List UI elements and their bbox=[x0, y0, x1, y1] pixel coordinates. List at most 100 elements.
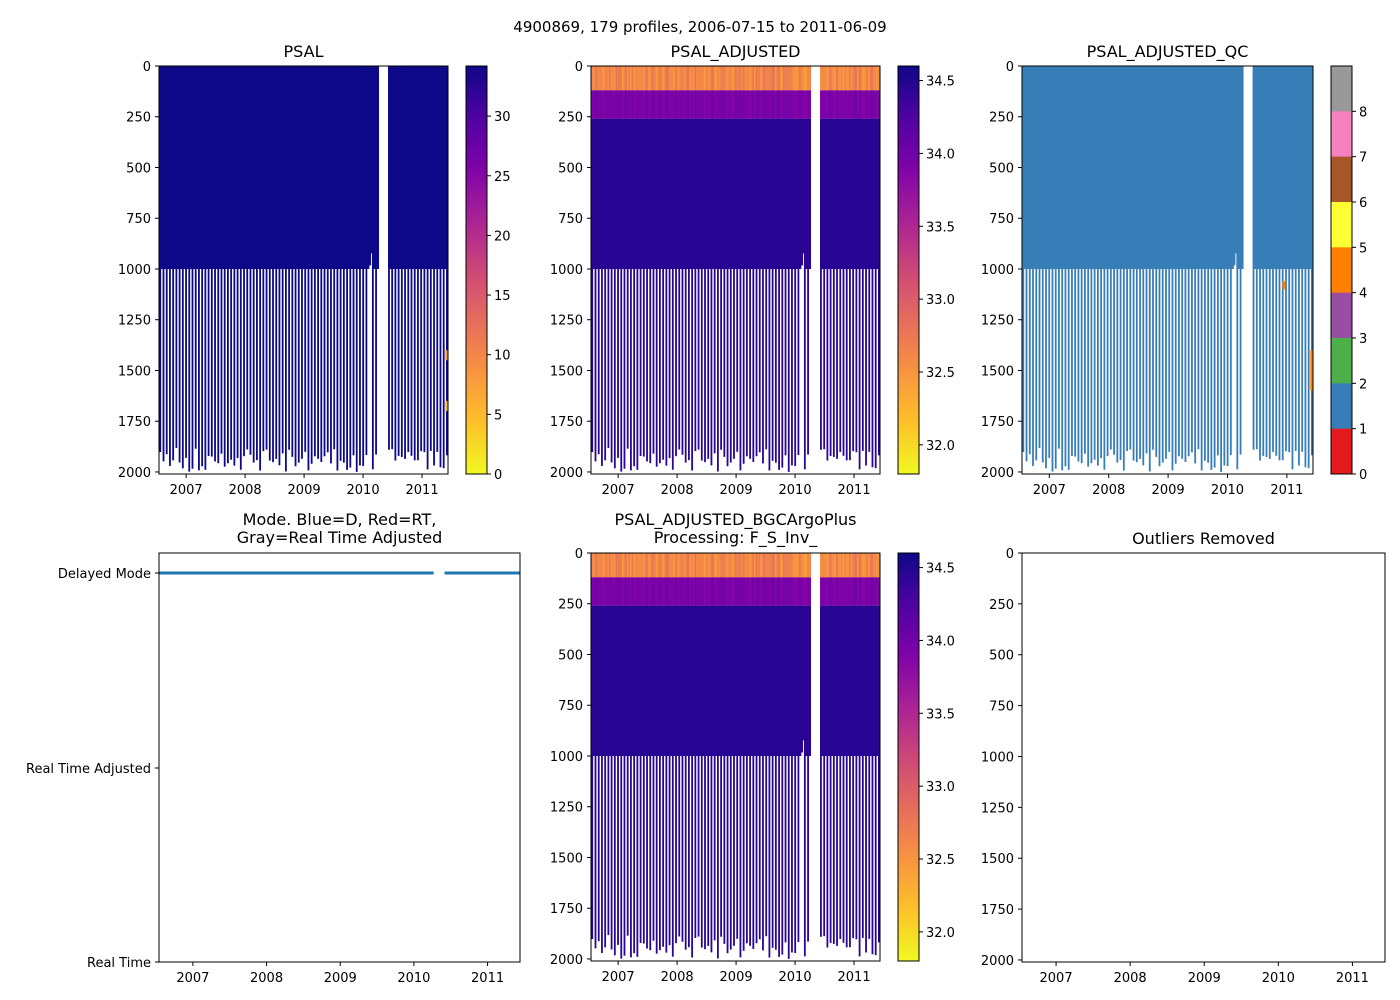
psal_adjusted_qc-profile-deep-tail bbox=[1084, 268, 1086, 454]
psal_adjusted_bgc-profile-deep bbox=[789, 605, 792, 756]
psal_adjusted-profile-surface bbox=[641, 66, 644, 91]
psal_adjusted-profile-surface bbox=[607, 66, 610, 91]
psal-profile-upper bbox=[218, 66, 222, 269]
mode-point-delayed bbox=[333, 571, 338, 575]
psal_adjusted_bgc-profile-deep bbox=[683, 605, 686, 756]
psal_adjusted_bgc-profile-surface bbox=[676, 553, 679, 578]
psal-title: PSAL bbox=[284, 42, 324, 61]
psal_adjusted_bgc-profile-surface bbox=[728, 553, 731, 578]
psal_adjusted_bgc-profile-thermocline bbox=[831, 577, 834, 606]
psal_adjusted-frame bbox=[590, 65, 881, 475]
psal_adjusted_bgc-colorbar-tick-label: 33.5 bbox=[926, 707, 955, 722]
psal-profile-deep-tail bbox=[310, 268, 313, 464]
psal_adjusted-profile-deep bbox=[716, 118, 720, 269]
psal-profile-upper bbox=[243, 66, 246, 269]
psal_adjusted-profile-deep bbox=[750, 118, 754, 269]
psal_adjusted-profile-deep-tail bbox=[762, 268, 764, 464]
psal_adjusted_bgc-profile-deep-tail bbox=[649, 755, 652, 951]
psal_adjusted_bgc-profile-thermocline bbox=[731, 577, 734, 606]
mode-point-delayed bbox=[323, 571, 328, 575]
psal_adjusted-profile-thermocline bbox=[657, 90, 660, 119]
psal-profile-deep-tail bbox=[239, 268, 242, 470]
psal-profile-upper bbox=[233, 66, 236, 269]
psal_adjusted_bgc-profile-deep bbox=[641, 605, 644, 756]
psal-profile-deep-tail bbox=[410, 268, 413, 456]
mode-point-delayed bbox=[273, 571, 277, 575]
psal_adjusted-profile-thermocline bbox=[634, 90, 638, 119]
outliers-ytick-label: 1750 bbox=[981, 903, 1014, 918]
psal-profile-upper bbox=[286, 66, 289, 269]
psal_adjusted_bgc-profile-deep-tail bbox=[710, 755, 713, 953]
psal-profile-upper bbox=[328, 66, 331, 269]
psal_adjusted_qc-profile-deep-tail bbox=[1048, 268, 1051, 458]
psal_adjusted_bgc-profile-surface bbox=[789, 553, 792, 578]
psal_adjusted_bgc-profile-thermocline bbox=[826, 577, 829, 606]
psal_adjusted-profile-surface bbox=[852, 66, 855, 91]
psal_adjusted-profile-thermocline bbox=[686, 90, 689, 119]
psal-profile-upper bbox=[252, 66, 256, 269]
psal-profile-deep-tail bbox=[362, 268, 365, 467]
psal_adjusted_bgc-profile-deep bbox=[781, 605, 784, 756]
psal_adjusted-profile-deep-tail bbox=[823, 268, 826, 450]
psal_adjusted_bgc-profile-deep-tail bbox=[691, 755, 694, 958]
psal_adjusted-profile-thermocline bbox=[834, 90, 837, 119]
psal_adjusted_bgc-profile-thermocline bbox=[855, 577, 858, 606]
psal-profile-upper bbox=[426, 66, 429, 269]
psal_adjusted_bgc-profile-surface bbox=[776, 553, 779, 578]
psal_adjusted-profile-surface bbox=[742, 66, 746, 91]
psal_adjusted-profile-deep bbox=[629, 118, 633, 269]
psal-profile-upper bbox=[389, 66, 392, 269]
psal_adjusted-profile-deep-tail bbox=[826, 268, 829, 461]
psal_adjusted_bgc-profile-thermocline bbox=[749, 577, 752, 606]
psal_adjusted_bgc-profile-thermocline bbox=[612, 577, 615, 606]
psal_adjusted_qc-colorbar-segment bbox=[1331, 247, 1352, 293]
psal_adjusted-profile-surface bbox=[592, 66, 596, 91]
mode-point-delayed bbox=[225, 571, 229, 575]
psal_adjusted-profile-deep bbox=[726, 118, 729, 269]
psal_adjusted_qc-profile-upper bbox=[1064, 66, 1067, 269]
psal_adjusted_bgc-profile-deep bbox=[660, 605, 663, 756]
psal_adjusted_bgc-profile-surface bbox=[633, 553, 636, 578]
psal_adjusted-profile-deep bbox=[610, 118, 613, 269]
psal_adjusted_bgc-profile-surface bbox=[647, 553, 650, 578]
psal_adjusted_qc-profile-upper bbox=[1237, 66, 1241, 269]
psal_adjusted_qc-profile-upper bbox=[1281, 66, 1285, 269]
psal_adjusted-profile-deep bbox=[736, 118, 739, 269]
psal_adjusted_bgc-profile-surface bbox=[747, 553, 750, 578]
mode-point-delayed bbox=[253, 571, 257, 575]
psal_adjusted_bgc-profile-deep bbox=[831, 605, 834, 756]
psal_adjusted_bgc-profile-surface bbox=[604, 553, 607, 578]
mode-point-delayed bbox=[315, 571, 319, 575]
psal_adjusted-profile-surface bbox=[857, 66, 860, 91]
psal_adjusted-profile-deep-tail bbox=[749, 268, 751, 459]
psal_adjusted-profile-deep bbox=[819, 118, 823, 269]
psal_adjusted_bgc-profile-thermocline bbox=[654, 577, 657, 606]
psal_adjusted_bgc-profile-deep bbox=[605, 605, 609, 756]
psal_adjusted_bgc-profile-surface bbox=[716, 553, 720, 578]
psal_adjusted_bgc-xtick-label: 2009 bbox=[720, 970, 753, 985]
psal_adjusted-profile-deep bbox=[768, 118, 771, 269]
psal_adjusted_bgc-profile-surface bbox=[757, 553, 760, 578]
psal_adjusted-profile-deep-tail bbox=[865, 268, 867, 466]
psal_adjusted-profile-deep bbox=[704, 118, 707, 269]
psal_adjusted-profile-thermocline bbox=[784, 90, 787, 119]
psal_adjusted-profile-surface bbox=[877, 66, 880, 91]
psal-profile-deep-tail bbox=[265, 268, 268, 450]
psal_adjusted-profile-deep bbox=[779, 118, 783, 269]
psal_adjusted-profile-surface bbox=[787, 66, 791, 91]
psal_adjusted-profile-thermocline bbox=[668, 90, 671, 119]
psal_adjusted-profile-thermocline bbox=[591, 90, 594, 119]
psal-profile-upper bbox=[312, 66, 315, 269]
psal_adjusted_qc-profile-upper bbox=[1048, 66, 1051, 269]
psal_adjusted_qc-profile-upper bbox=[1218, 66, 1221, 269]
psal_adjusted_qc-profile-deep-tail bbox=[1132, 268, 1135, 461]
psal_adjusted_bgc-profile-deep-tail bbox=[871, 755, 874, 955]
psal_adjusted-profile-deep-tail bbox=[771, 268, 774, 461]
psal_adjusted_bgc-profile-surface bbox=[797, 553, 800, 578]
psal_adjusted_qc-profile-deep-tail bbox=[1100, 268, 1103, 459]
mode-point-delayed bbox=[321, 571, 326, 575]
psal_adjusted_bgc-profile-thermocline bbox=[770, 577, 773, 606]
psal_adjusted_bgc-profile-deep bbox=[797, 605, 800, 756]
psal-profile-upper bbox=[209, 66, 212, 269]
psal_adjusted_bgc-ytick-label: 0 bbox=[575, 547, 583, 562]
